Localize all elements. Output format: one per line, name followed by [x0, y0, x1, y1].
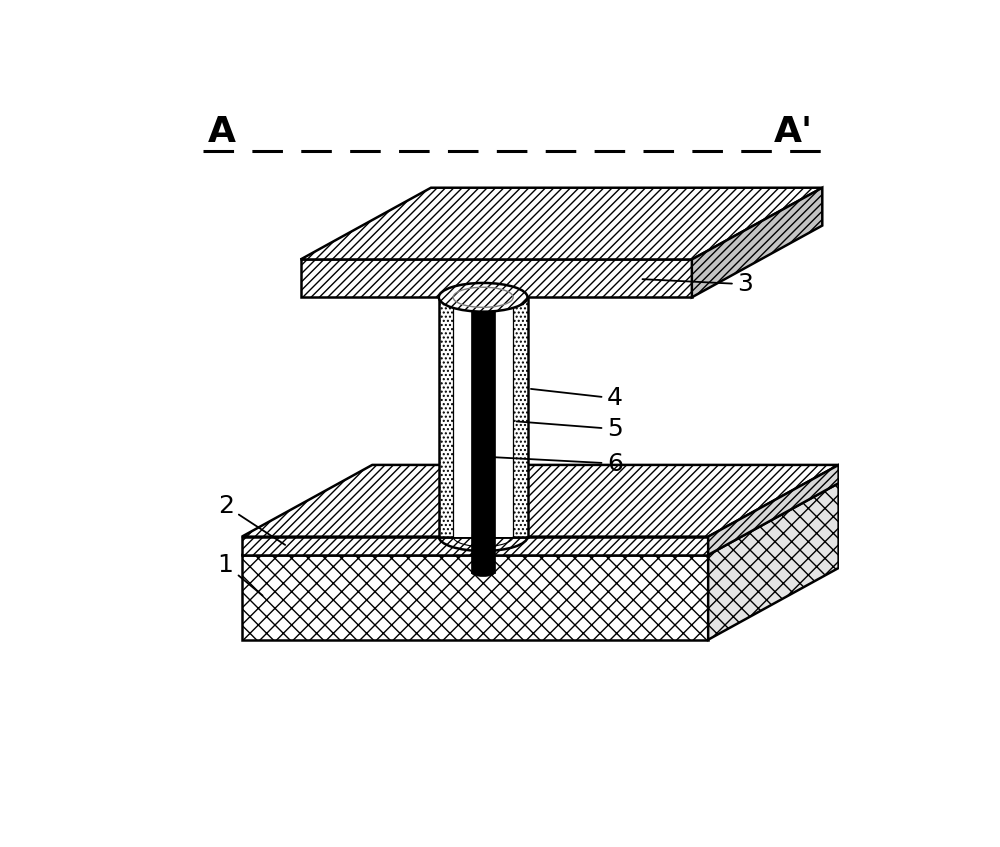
Text: 2: 2: [218, 494, 285, 545]
Polygon shape: [242, 555, 708, 639]
Text: 4: 4: [531, 386, 623, 411]
Polygon shape: [471, 297, 495, 573]
Ellipse shape: [439, 283, 528, 312]
Text: 5: 5: [517, 417, 623, 441]
Polygon shape: [708, 465, 839, 555]
Polygon shape: [242, 537, 708, 555]
Polygon shape: [439, 297, 528, 537]
Polygon shape: [453, 297, 513, 537]
Text: A': A': [773, 115, 813, 149]
Polygon shape: [692, 188, 822, 297]
Text: 1: 1: [218, 553, 263, 595]
Text: 6: 6: [494, 451, 623, 476]
Ellipse shape: [471, 568, 495, 577]
Polygon shape: [301, 259, 692, 297]
Text: 3: 3: [642, 272, 753, 296]
Text: A: A: [208, 115, 236, 149]
Polygon shape: [708, 483, 839, 639]
Polygon shape: [242, 465, 839, 537]
Polygon shape: [301, 188, 822, 259]
Polygon shape: [242, 483, 839, 555]
